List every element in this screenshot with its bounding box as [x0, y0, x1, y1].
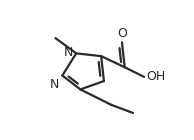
- Text: N: N: [49, 78, 59, 91]
- Text: OH: OH: [146, 70, 165, 83]
- Text: O: O: [117, 26, 127, 39]
- Text: N: N: [63, 46, 73, 59]
